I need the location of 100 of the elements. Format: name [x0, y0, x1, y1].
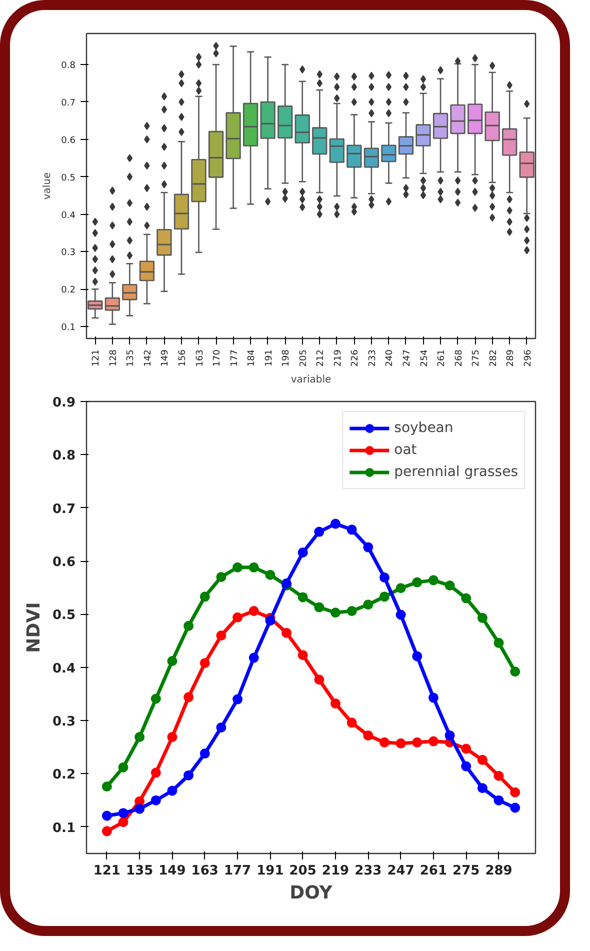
- x-tick-label: 275: [472, 349, 482, 367]
- y-tick-label: 0.9: [52, 396, 76, 410]
- x-tick-label: 156: [178, 349, 188, 367]
- y-tick-label: 0.8: [52, 448, 76, 464]
- point: [428, 692, 438, 703]
- y-tick-label: 0.8: [61, 61, 76, 72]
- point: [412, 651, 422, 662]
- y-tick-label: 0.1: [52, 820, 76, 836]
- x-tick-label: 275: [452, 864, 480, 878]
- point: [298, 650, 308, 660]
- x-tick-label: 296: [523, 349, 534, 367]
- point: [248, 652, 259, 663]
- x-tick-label: 149: [160, 349, 171, 367]
- x-tick-label: 177: [224, 864, 252, 878]
- x-tick-label: 247: [402, 349, 412, 367]
- point: [510, 802, 520, 813]
- point: [363, 600, 374, 610]
- point: [330, 518, 340, 529]
- point: [346, 718, 357, 728]
- x-tick-label: 289: [506, 349, 516, 367]
- point: [134, 732, 145, 742]
- point: [428, 736, 438, 746]
- y-tick-label: 0.7: [52, 502, 76, 517]
- y-tick-label: 0.1: [61, 323, 76, 334]
- point: [346, 606, 357, 616]
- point: [412, 577, 422, 588]
- point: [150, 768, 161, 778]
- point: [461, 593, 472, 604]
- point: [184, 692, 194, 702]
- point: [314, 674, 324, 685]
- point: [282, 578, 292, 588]
- point: [102, 782, 112, 792]
- point: [232, 562, 243, 572]
- point: [314, 526, 324, 537]
- point: [248, 562, 259, 572]
- point: [184, 620, 194, 631]
- x-tick-label: 254: [420, 349, 430, 367]
- point: [150, 694, 161, 704]
- x-tick-label: 121: [93, 864, 120, 878]
- point: [248, 606, 259, 616]
- x-tick-label: 205: [298, 349, 309, 367]
- point: [363, 542, 374, 552]
- x-tick-label: 121: [92, 349, 102, 367]
- x-tick-label: 233: [354, 864, 382, 878]
- point: [200, 658, 210, 668]
- x-tick-label: 184: [247, 349, 258, 367]
- y-axis-title: NDVI: [23, 602, 44, 653]
- x-tick-label: 142: [143, 349, 154, 367]
- point: [265, 616, 276, 626]
- x-tick-label: 233: [368, 349, 378, 367]
- point: [428, 575, 438, 586]
- point: [477, 783, 488, 794]
- x-tick-label: 149: [158, 864, 186, 878]
- point: [216, 572, 226, 582]
- point: [298, 548, 308, 558]
- y-axis-title: value: [42, 172, 54, 200]
- point: [118, 817, 128, 828]
- point: [265, 570, 276, 580]
- point: [461, 744, 472, 754]
- x-tick-label: 219: [333, 349, 344, 367]
- point: [346, 524, 357, 535]
- point: [167, 786, 178, 796]
- legend-label: oat: [394, 442, 417, 458]
- y-tick-label: 0.6: [52, 555, 76, 570]
- point: [167, 656, 178, 666]
- y-tick-label: 0.3: [52, 714, 76, 730]
- point: [282, 628, 292, 638]
- x-tick-label: 261: [420, 864, 448, 878]
- x-tick-label: 177: [230, 349, 240, 367]
- point: [232, 612, 243, 622]
- point: [216, 630, 226, 640]
- x-axis-title: DOY: [290, 882, 334, 904]
- x-tick-label: 289: [485, 864, 512, 878]
- point: [118, 762, 128, 772]
- y-tick-label: 0.5: [52, 608, 76, 624]
- x-tick-label: 198: [282, 349, 292, 367]
- x-tick-label: 170: [212, 349, 223, 367]
- y-tick-label: 0.6: [61, 136, 76, 146]
- y-tick-label: 0.3: [61, 248, 76, 258]
- x-tick-label: 282: [488, 349, 499, 367]
- point: [396, 738, 406, 748]
- point: [216, 722, 226, 732]
- x-tick-label: 163: [191, 864, 218, 878]
- x-tick-label: 261: [437, 349, 448, 367]
- point: [494, 770, 504, 781]
- point: [510, 666, 520, 677]
- x-tick-label: 128: [108, 349, 119, 367]
- point: [150, 795, 161, 806]
- point: [298, 592, 308, 602]
- x-axis-title: variable: [290, 374, 332, 386]
- x-tick-label: 163: [195, 349, 206, 367]
- point: [477, 754, 488, 765]
- x-tick-label: 219: [322, 864, 350, 878]
- point: [379, 737, 390, 748]
- point: [232, 694, 243, 704]
- point: [379, 592, 390, 602]
- point: [412, 737, 422, 748]
- x-tick-label: 135: [126, 864, 154, 878]
- point: [102, 826, 112, 836]
- x-tick-label: 135: [126, 349, 136, 367]
